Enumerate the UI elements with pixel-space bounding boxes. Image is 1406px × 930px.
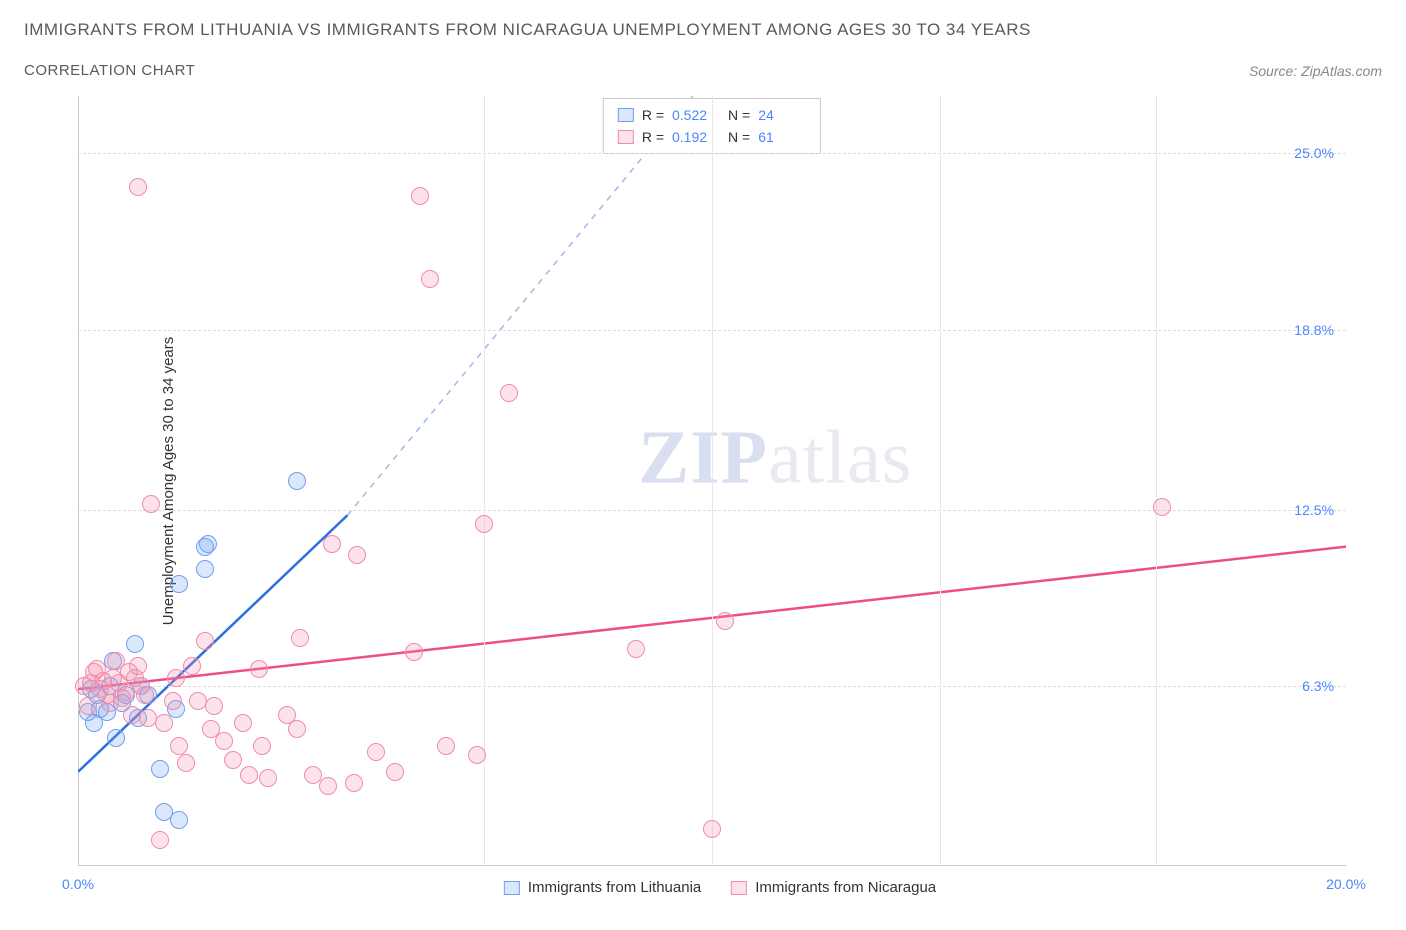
data-point (1153, 498, 1171, 516)
data-point (437, 737, 455, 755)
data-point (627, 640, 645, 658)
data-point (411, 187, 429, 205)
legend-swatch (504, 881, 520, 895)
legend-n-label: N = (728, 129, 750, 145)
y-tick-label: 25.0% (1294, 145, 1334, 161)
data-point (167, 669, 185, 687)
data-point (183, 657, 201, 675)
data-point (170, 737, 188, 755)
data-point (196, 632, 214, 650)
data-point (155, 714, 173, 732)
y-tick-label: 18.8% (1294, 322, 1334, 338)
data-point (348, 546, 366, 564)
data-point (126, 635, 144, 653)
data-point (164, 692, 182, 710)
data-point (250, 660, 268, 678)
data-point (259, 769, 277, 787)
data-point (170, 811, 188, 829)
data-point (405, 643, 423, 661)
watermark: ZIPatlas (638, 414, 912, 501)
data-point (79, 697, 97, 715)
v-gridline (712, 96, 713, 866)
data-point (291, 629, 309, 647)
data-point (196, 560, 214, 578)
data-point (367, 743, 385, 761)
data-point (224, 751, 242, 769)
data-point (129, 178, 147, 196)
series-legend-item: Immigrants from Lithuania (504, 879, 701, 896)
data-point (142, 495, 160, 513)
legend-swatch (731, 881, 747, 895)
legend-swatch (618, 130, 634, 144)
data-point (319, 777, 337, 795)
data-point (151, 760, 169, 778)
data-point (421, 270, 439, 288)
legend-n-label: N = (728, 107, 750, 123)
correlation-chart: Unemployment Among Ages 30 to 34 years Z… (60, 96, 1380, 866)
y-tick-label: 6.3% (1302, 678, 1334, 694)
data-point (475, 515, 493, 533)
data-point (199, 535, 217, 553)
series-legend-label: Immigrants from Nicaragua (755, 879, 936, 896)
data-point (215, 732, 233, 750)
series-legend: Immigrants from Lithuania Immigrants from… (504, 879, 936, 896)
data-point (205, 697, 223, 715)
y-tick-label: 12.5% (1294, 502, 1334, 518)
data-point (345, 774, 363, 792)
plot-area: ZIPatlas R =0.522N =24R =0.192N =61 6.3%… (78, 96, 1346, 866)
series-legend-item: Immigrants from Nicaragua (731, 879, 936, 896)
data-point (703, 820, 721, 838)
y-axis-line (78, 96, 79, 866)
data-point (500, 384, 518, 402)
data-point (234, 714, 252, 732)
page-title: IMMIGRANTS FROM LITHUANIA VS IMMIGRANTS … (24, 20, 1382, 40)
data-point (177, 754, 195, 772)
data-point (129, 657, 147, 675)
source-attribution: Source: ZipAtlas.com (1249, 63, 1382, 79)
x-tick-label: 0.0% (62, 876, 94, 892)
data-point (151, 831, 169, 849)
data-point (716, 612, 734, 630)
data-point (323, 535, 341, 553)
v-gridline (1156, 96, 1157, 866)
legend-swatch (618, 108, 634, 122)
data-point (386, 763, 404, 781)
legend-r-label: R = (642, 129, 664, 145)
v-gridline (940, 96, 941, 866)
legend-n-value: 24 (758, 107, 806, 123)
subtitle: CORRELATION CHART (24, 62, 195, 79)
data-point (253, 737, 271, 755)
data-point (136, 686, 154, 704)
data-point (107, 729, 125, 747)
data-point (170, 575, 188, 593)
legend-n-value: 61 (758, 129, 806, 145)
data-point (288, 472, 306, 490)
series-legend-label: Immigrants from Lithuania (528, 879, 701, 896)
x-tick-label: 20.0% (1326, 876, 1366, 892)
data-point (288, 720, 306, 738)
legend-r-label: R = (642, 107, 664, 123)
data-point (468, 746, 486, 764)
data-point (240, 766, 258, 784)
data-point (304, 766, 322, 784)
